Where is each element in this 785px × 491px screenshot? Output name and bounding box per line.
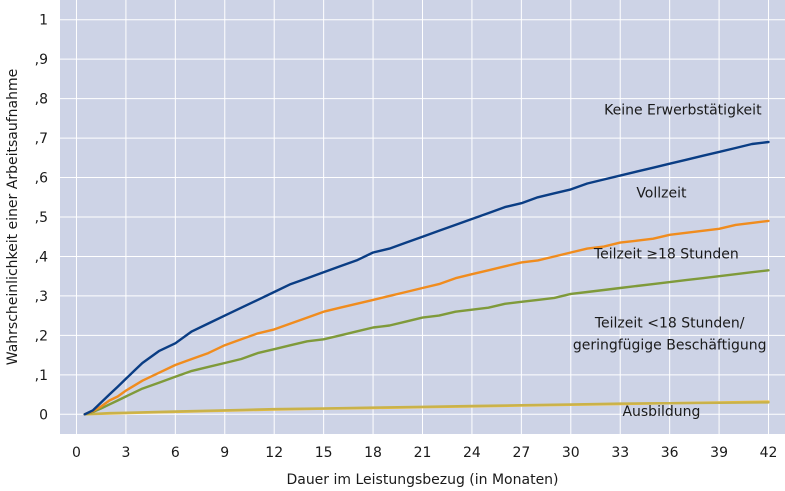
series-label: Ausbildung (622, 404, 700, 420)
series-labels: Keine Erwerbstätigkeit Vollzeit Teilzeit ≥… (573, 102, 767, 420)
x-tick-label: 18 (364, 445, 382, 461)
y-tick-label: ,9 (35, 52, 48, 68)
x-tick-label: 36 (661, 445, 679, 461)
series-line (83, 219, 770, 416)
series-line (83, 269, 770, 416)
series-label-line: Teilzeit ≥18 Stunden (593, 246, 739, 262)
x-tick-label: 3 (121, 445, 130, 461)
y-tick-label: ,2 (35, 328, 48, 344)
x-tick-label: 24 (463, 445, 481, 461)
x-tick-label: 27 (512, 445, 530, 461)
y-tick-label: 0 (39, 407, 48, 423)
x-tick-label: 33 (611, 445, 629, 461)
series-label: Vollzeit (636, 185, 687, 201)
y-axis-title: Wahrscheinlichkeit einer Arbeitsaufnahme (5, 69, 21, 365)
x-tick-label: 12 (265, 445, 283, 461)
series-label-line: Keine Erwerbstätigkeit (604, 102, 762, 118)
x-tick-label: 30 (562, 445, 580, 461)
y-tick-label: ,8 (35, 92, 48, 108)
x-axis-title: Dauer im Leistungsbezug (in Monaten) (286, 472, 558, 488)
y-tick-label: ,5 (35, 210, 48, 226)
y-tick-label: ,1 (35, 368, 48, 384)
x-tick-label: 21 (414, 445, 432, 461)
x-tick-label: 15 (315, 445, 333, 461)
x-tick-label: 39 (710, 445, 728, 461)
series-label-line: Vollzeit (636, 185, 687, 201)
x-axis: 0 3 6 9 12 15 18 21 24 27 30 33 36 39 42 (72, 445, 777, 461)
y-tick-label: 1 (39, 13, 48, 29)
grid (60, 0, 785, 434)
y-tick-label: ,6 (35, 171, 48, 187)
y-tick-label: ,4 (35, 249, 48, 265)
series-label: Keine Erwerbstätigkeit (604, 102, 762, 118)
series-label: Teilzeit ≥18 Stunden (593, 246, 739, 262)
y-tick-label: ,3 (35, 289, 48, 305)
series-lines (83, 140, 770, 416)
y-tick-label: ,7 (35, 131, 48, 147)
x-tick-label: 9 (220, 445, 229, 461)
series-label-line: Teilzeit <18 Stunden/ (594, 315, 745, 331)
series-label-line: geringfügige Beschäftigung (573, 337, 767, 353)
series-label-line: Ausbildung (622, 404, 700, 420)
series-label: Teilzeit <18 Stunden/geringfügige Beschä… (573, 315, 767, 353)
series-line (83, 140, 770, 416)
x-tick-label: 6 (171, 445, 180, 461)
x-tick-label: 42 (760, 445, 778, 461)
y-axis: 0 ,1 ,2 ,3 ,4 ,5 ,6 ,7 ,8 ,9 1 (35, 13, 48, 424)
series-line (83, 401, 770, 416)
x-tick-label: 0 (72, 445, 81, 461)
